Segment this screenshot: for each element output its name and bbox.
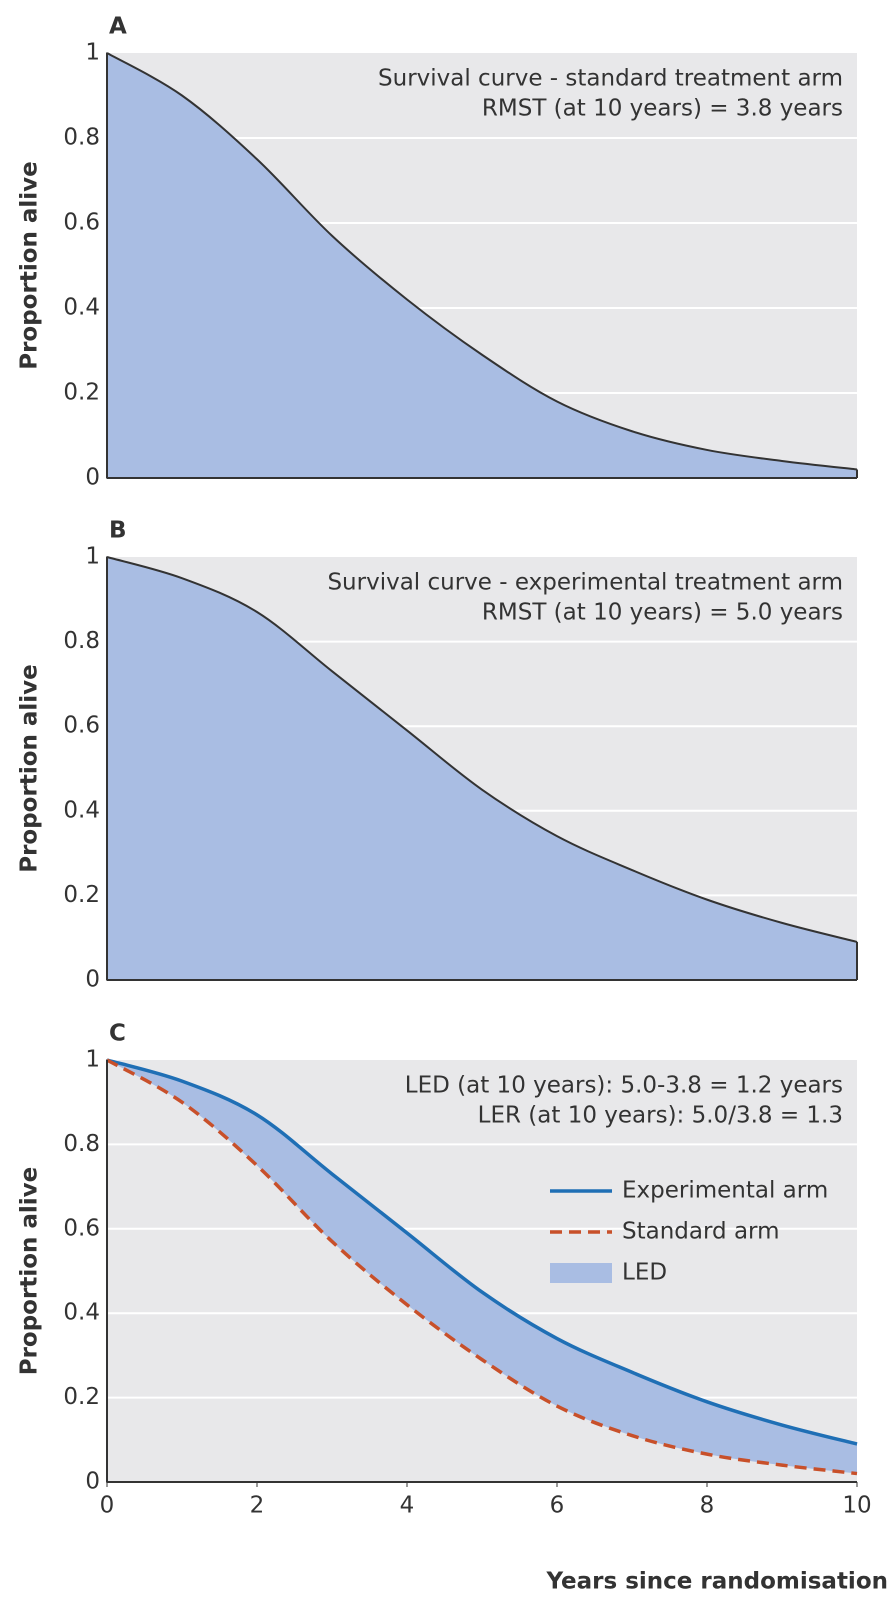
x-tick-label: 0 [100, 1493, 115, 1519]
y-tick-label: 0.6 [63, 713, 100, 739]
y-tick-label: 0.6 [63, 210, 100, 236]
y-tick-label: 1 [85, 1047, 100, 1073]
legend-label: Experimental arm [622, 1178, 828, 1204]
area-fill [107, 557, 857, 980]
y-axis-label: Proportion alive [17, 664, 43, 873]
y-tick-label: 0.8 [63, 628, 100, 654]
panel-label: A [109, 14, 127, 40]
y-tick-label: 0 [85, 967, 100, 993]
y-tick-label: 0.4 [63, 1300, 100, 1326]
annotation: RMST (at 10 years) = 5.0 years [482, 600, 843, 626]
legend-swatch [550, 1263, 612, 1283]
panel-label: C [109, 1021, 126, 1047]
legend-label: Standard arm [622, 1219, 780, 1245]
series-line [106, 1058, 858, 1446]
panel-label: B [109, 518, 127, 544]
x-axis-label: Years since randomisation [545, 1569, 888, 1595]
y-tick-label: 0.4 [63, 295, 100, 321]
x-tick-label: 10 [842, 1493, 871, 1519]
annotation: Survival curve - experimental treatment … [327, 570, 843, 596]
y-tick-label: 0.2 [63, 882, 100, 908]
annotation: Survival curve - standard treatment arm [378, 66, 843, 92]
survival-line [106, 556, 858, 943]
annotation: RMST (at 10 years) = 3.8 years [482, 96, 843, 122]
x-tick-label: 2 [250, 1493, 265, 1519]
legend-label: LED [622, 1260, 667, 1286]
led-band [107, 1060, 857, 1474]
y-tick-label: 1 [85, 544, 100, 570]
x-tick-label: 8 [700, 1493, 715, 1519]
y-tick-label: 0.8 [63, 125, 100, 151]
y-tick-label: 1 [85, 40, 100, 66]
x-tick-label: 4 [400, 1493, 415, 1519]
y-tick-label: 0 [85, 465, 100, 491]
series-line [106, 1058, 858, 1476]
y-tick-label: 0 [85, 1469, 100, 1495]
annotation: LED (at 10 years): 5.0-3.8 = 1.2 years [405, 1073, 843, 1099]
x-tick-label: 6 [550, 1493, 565, 1519]
y-axis-label: Proportion alive [17, 1167, 43, 1376]
survival-line [106, 52, 858, 471]
y-axis-label: Proportion alive [17, 161, 43, 370]
y-tick-label: 0.4 [63, 797, 100, 823]
y-tick-label: 0.2 [63, 1384, 100, 1410]
y-tick-label: 0.8 [63, 1131, 100, 1157]
annotation: LER (at 10 years): 5.0/3.8 = 1.3 [478, 1103, 843, 1129]
area-fill [107, 53, 857, 478]
y-tick-label: 0.6 [63, 1215, 100, 1241]
y-tick-label: 0.2 [63, 380, 100, 406]
